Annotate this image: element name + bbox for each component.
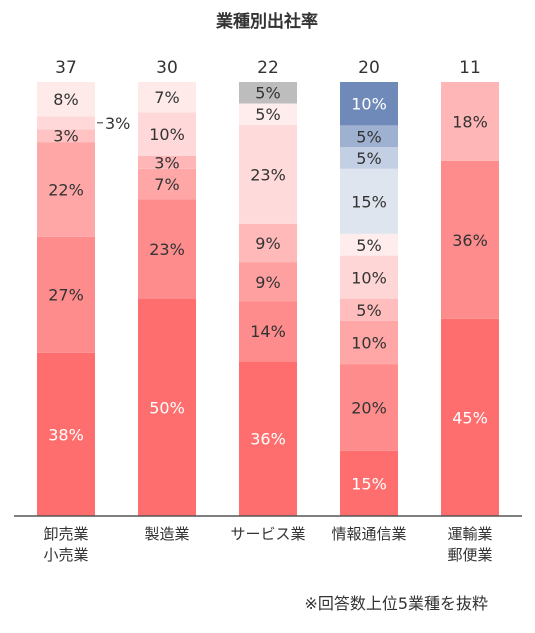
data-label: 10% <box>351 333 387 352</box>
bar-segment <box>239 124 297 224</box>
bar-segment <box>441 318 499 516</box>
bar-segment <box>340 125 398 148</box>
bar-segment <box>138 199 196 299</box>
total-label: 37 <box>55 58 77 78</box>
total-label: 20 <box>358 58 380 78</box>
data-label: 7% <box>154 88 179 107</box>
data-label: 15% <box>351 192 387 211</box>
bar-segment <box>239 82 297 104</box>
data-label: 45% <box>452 408 488 427</box>
bar-segment <box>138 155 196 169</box>
bar-segment <box>340 320 398 365</box>
bar-segment <box>340 147 398 169</box>
bar-segment <box>37 129 95 143</box>
bar-segment <box>340 168 398 234</box>
bar-segment <box>37 116 95 130</box>
data-label: 10% <box>351 95 387 114</box>
data-label: 3% <box>105 114 130 133</box>
bar-segment <box>138 168 196 200</box>
data-label: 36% <box>452 231 488 250</box>
total-label: 11 <box>459 58 481 78</box>
bar-segment <box>239 361 297 516</box>
bar-segment <box>239 223 297 263</box>
data-label: 5% <box>255 84 280 103</box>
category-label: 運輸業 <box>447 525 492 543</box>
bar-segment <box>239 262 297 302</box>
category-label: 情報通信業 <box>331 525 406 543</box>
data-label: 9% <box>255 234 280 253</box>
bar-segment <box>37 236 95 353</box>
data-label: 15% <box>351 474 387 493</box>
chart-title: 業種別出社率 <box>216 11 318 32</box>
data-label: 36% <box>250 430 286 449</box>
bar-segment <box>340 82 398 126</box>
bar-segment <box>138 299 196 516</box>
category-label: 小売業 <box>43 546 88 564</box>
bar-segment <box>340 450 398 516</box>
data-label: 22% <box>48 180 84 199</box>
data-label: 10% <box>351 268 387 287</box>
bar-segment <box>340 255 398 299</box>
data-label: 18% <box>452 112 488 131</box>
total-label: 22 <box>257 58 279 78</box>
data-label: 38% <box>48 425 84 444</box>
category-label: 製造業 <box>144 525 189 543</box>
bar-segment <box>37 142 95 237</box>
data-label: 5% <box>356 236 381 255</box>
data-label: 50% <box>149 399 185 418</box>
data-label: 27% <box>48 286 84 305</box>
data-label: 5% <box>356 149 381 168</box>
data-label: 23% <box>250 165 286 184</box>
bar-segment <box>138 112 196 156</box>
bar-segment <box>239 301 297 362</box>
bar-segment <box>239 103 297 125</box>
bar-segment <box>37 352 95 516</box>
bar-segment <box>340 364 398 451</box>
bar-segment <box>340 299 398 321</box>
category-label: サービス業 <box>230 525 305 543</box>
data-label: 14% <box>250 322 286 341</box>
category-label: 卸売業 <box>43 525 88 543</box>
bar-segment <box>138 82 196 113</box>
data-label: 3% <box>154 153 179 172</box>
bar-segment <box>441 160 499 319</box>
data-label: 5% <box>356 127 381 146</box>
data-label: 5% <box>356 301 381 320</box>
bar-segment <box>37 82 95 117</box>
data-label: 9% <box>255 273 280 292</box>
data-label: 3% <box>53 127 78 146</box>
category-label: 郵便業 <box>447 546 492 564</box>
data-label: 23% <box>149 240 185 259</box>
footnote: ※回答数上位5業種を抜粋 <box>304 594 488 613</box>
data-label: 5% <box>255 105 280 124</box>
data-label: 10% <box>149 125 185 144</box>
data-label: 7% <box>154 175 179 194</box>
data-label: 8% <box>53 90 78 109</box>
bar-segment <box>340 233 398 256</box>
data-label: 20% <box>351 399 387 418</box>
total-label: 30 <box>156 58 178 78</box>
bar-segment <box>441 82 499 161</box>
